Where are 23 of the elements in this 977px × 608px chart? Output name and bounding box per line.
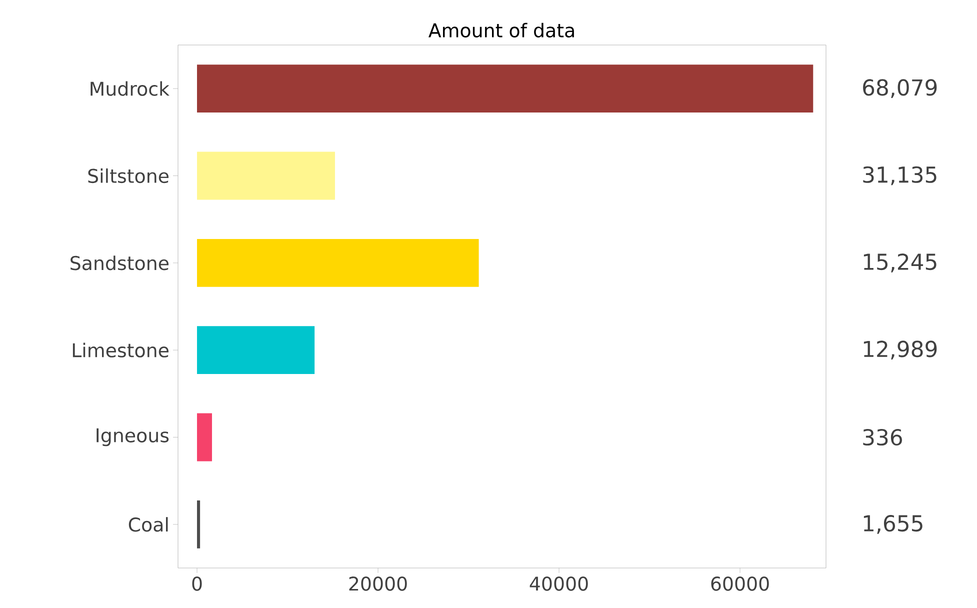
text: 1,655 bbox=[864, 515, 922, 534]
x-tick-label: 0 bbox=[192, 576, 202, 591]
x-tick-label: 20000 bbox=[349, 576, 407, 591]
bar bbox=[197, 413, 212, 462]
y-tick-label: Limestone bbox=[72, 342, 168, 358]
y-tick-label: Siltstone bbox=[88, 168, 168, 184]
bar bbox=[197, 64, 814, 113]
text: 12,989 bbox=[864, 340, 937, 360]
bar bbox=[197, 326, 315, 374]
y-tick-label: Igneous bbox=[96, 428, 169, 446]
x-tick-label: 60000 bbox=[711, 576, 769, 591]
text: 31,135 bbox=[863, 166, 936, 186]
bar bbox=[197, 152, 335, 200]
chart-title: Amount of data bbox=[428, 22, 574, 38]
bar bbox=[197, 500, 200, 548]
text: 68,079 bbox=[863, 79, 937, 98]
text: 15,245 bbox=[864, 254, 936, 272]
y-tick-label: Mudrock bbox=[90, 81, 170, 96]
bar bbox=[197, 238, 479, 287]
text: 336 bbox=[863, 428, 902, 446]
y-tick-label: Coal bbox=[128, 517, 168, 532]
y-tick-label: Sandstone bbox=[70, 256, 169, 270]
x-tick-label: 40000 bbox=[530, 576, 588, 591]
